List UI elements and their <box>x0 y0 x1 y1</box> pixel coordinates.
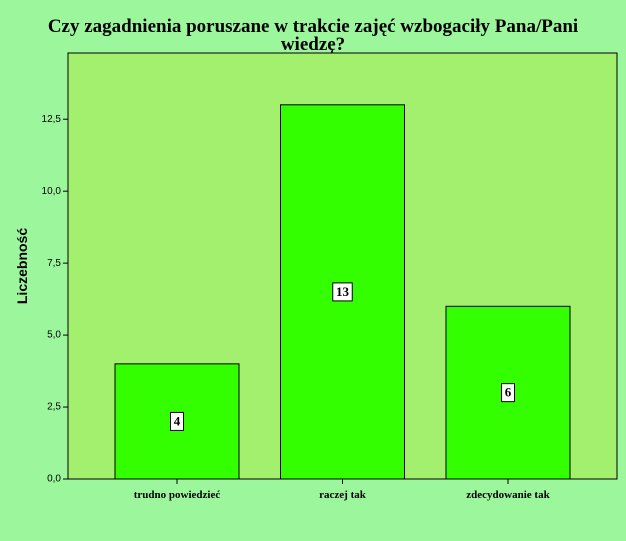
value-label: 13 <box>336 284 350 299</box>
y-tick-label: 2,5 <box>47 402 61 413</box>
x-tick-label: raczej tak <box>319 489 367 501</box>
chart-title: wiedzę? <box>281 34 345 55</box>
x-tick-label: zdecydowanie tak <box>466 489 550 501</box>
y-tick-label: 7,5 <box>47 258 61 269</box>
y-axis-label: Liczebność <box>14 228 30 304</box>
y-tick-label: 12,5 <box>42 114 62 125</box>
value-label: 4 <box>174 413 181 428</box>
y-tick-label: 5,0 <box>47 330 61 341</box>
value-label: 6 <box>505 385 512 400</box>
value-label-box <box>501 383 515 403</box>
chart-title: Czy zagadnienia poruszane w trakcie zaję… <box>48 16 578 37</box>
x-tick-label: trudno powiedzieć <box>134 489 221 501</box>
y-tick-label: 0,0 <box>47 474 61 485</box>
value-label-box <box>170 411 184 431</box>
value-label-box <box>332 282 353 302</box>
y-tick-label: 10,0 <box>42 186 62 197</box>
